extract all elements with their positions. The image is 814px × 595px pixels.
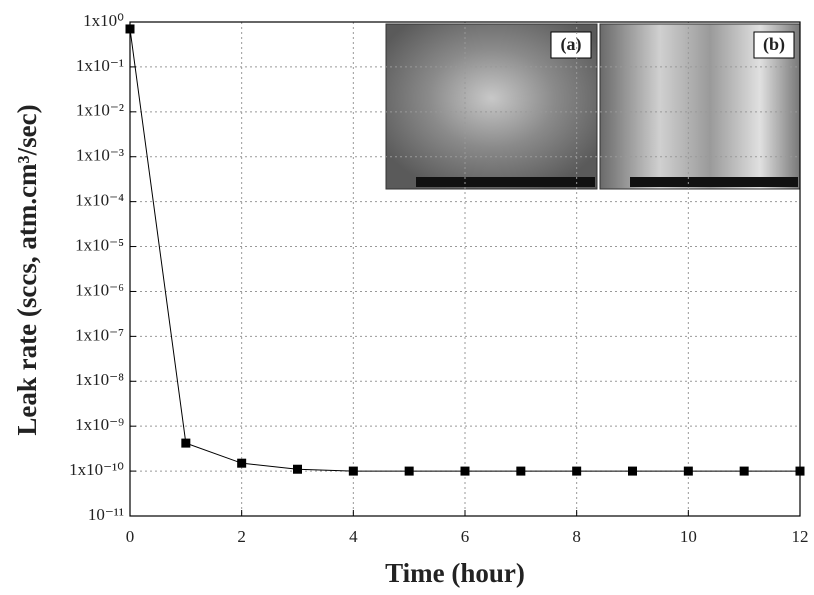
x-tick-label: 12 — [792, 527, 809, 546]
data-marker — [795, 466, 805, 476]
y-tick-label: 1x10⁻⁷ — [75, 325, 124, 344]
y-tick-label: 1x10⁻⁹ — [75, 415, 124, 434]
data-marker — [181, 438, 191, 448]
inset-scale-bar — [630, 177, 798, 187]
y-tick-label: 1x10⁻⁵ — [75, 235, 124, 254]
inset-scale-bar — [416, 177, 595, 187]
inset-label-box — [753, 31, 795, 59]
data-marker — [404, 466, 414, 476]
data-marker — [348, 466, 358, 476]
x-tick-label: 0 — [126, 527, 135, 546]
x-tick-label: 6 — [461, 527, 470, 546]
y-tick-label: 1x10⁻⁴ — [75, 191, 124, 210]
inset-label-box — [550, 31, 592, 59]
x-axis-title: Time (hour) — [385, 558, 525, 588]
y-tick-label: 10⁻¹¹ — [88, 505, 124, 524]
y-tick-label: 1x10⁻⁸ — [75, 370, 124, 389]
data-marker — [460, 466, 470, 476]
y-tick-label: 1x10⁰ — [83, 11, 124, 30]
x-tick-label: 2 — [237, 527, 246, 546]
y-tick-label: 1x10⁻² — [76, 101, 124, 120]
y-tick-label: 1x10⁻¹⁰ — [69, 460, 124, 479]
inset-label: (b) — [763, 34, 785, 55]
plot-frame — [129, 21, 801, 517]
data-marker — [516, 466, 526, 476]
y-tick-label: 1x10⁻⁶ — [75, 280, 124, 299]
inset-label: (a) — [561, 34, 582, 55]
x-tick-label: 4 — [349, 527, 358, 546]
x-tick-label: 8 — [572, 527, 581, 546]
x-tick-label: 10 — [680, 527, 697, 546]
y-tick-label: 1x10⁻¹ — [76, 56, 124, 75]
data-marker — [739, 466, 749, 476]
data-marker — [293, 464, 302, 474]
y-tick-label: 1x10⁻³ — [76, 146, 124, 165]
data-marker — [683, 466, 693, 476]
data-marker — [125, 24, 135, 34]
data-marker — [628, 466, 637, 476]
data-marker — [237, 458, 247, 468]
y-axis-title: Leak rate (sccs, atm.cm³/sec) — [12, 104, 42, 435]
data-marker — [572, 466, 582, 476]
